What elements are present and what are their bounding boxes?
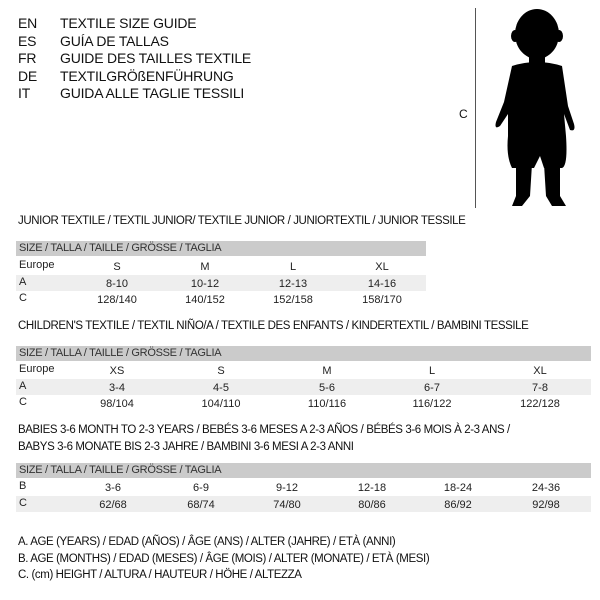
table-cell: 110/116 [307,398,347,410]
table-cell: 10-12 [190,277,220,290]
table-cell: S [113,261,121,273]
row-label: B [19,480,27,492]
table-cell: 158/170 [362,294,402,306]
table-cell: XS [109,365,125,377]
height-line [475,8,476,208]
language-title: GUÍA DE TALLAS [60,32,169,49]
row-label: A [19,379,27,392]
table-cell: 7-8 [532,381,548,394]
language-code: EN [18,15,38,31]
language-code: IT [18,85,31,101]
language-title: GUIDA ALLE TAGLIE TESSILI [60,85,245,101]
table-cell: M [200,261,210,273]
table-cell: 98/104 [100,398,134,410]
table-cell: 116/122 [412,398,452,410]
table-title: JUNIOR TEXTILE / TEXTIL JUNIOR/ TEXTILE … [18,215,466,227]
table-cell: 4-5 [213,381,229,394]
language-code: DE [18,67,38,84]
legend-note: A. AGE (YEARS) / EDAD (AÑOS) / ÂGE (ANS)… [18,536,396,548]
table-header-bar: SIZE / TALLA / TAILLE / GRÖSSE / TAGLIA [16,346,591,361]
table-title: CHILDREN'S TEXTILE / TEXTIL NIÑO/A / TEX… [18,320,529,332]
legend-note: C. (cm) HEIGHT / ALTURA / HAUTEUR / HÖHE… [18,569,302,581]
row-label: Europe [19,363,55,375]
row-shading [16,274,426,291]
row-label: C [19,396,27,408]
table-cell: M [322,365,332,377]
legend-note: B. AGE (MONTHS) / EDAD (MESES) / ÂGE (MO… [18,552,430,565]
table-cell: L [289,261,297,273]
language-code: FR [18,50,37,66]
table-cell: 3-4 [109,381,125,394]
language-code: ES [18,32,37,49]
table-cell: S [217,365,225,377]
row-label: C [19,496,27,509]
table-header-bar: SIZE / TALLA / TAILLE / GRÖSSE / TAGLIA [16,463,591,478]
table-cell: 86/92 [444,498,472,511]
row-label: A [19,275,27,288]
table-cell: 5-6 [319,381,335,394]
table-cell: 92/98 [532,498,560,511]
table-cell: 74/80 [273,498,301,511]
table-header-label: SIZE / TALLA / TAILLE / GRÖSSE / TAGLIA [19,347,222,359]
table-cell: 18-24 [443,482,473,494]
table-cell: 24-36 [531,482,561,494]
table-cell: 6-7 [424,381,440,394]
table-cell: XL [533,365,547,377]
language-title: TEXTILGRÖßENFÜHRUNG [60,67,234,84]
table-cell: 80/86 [358,498,386,511]
child-silhouette-icon [495,9,575,206]
table-header-label: SIZE / TALLA / TAILLE / GRÖSSE / TAGLIA [19,242,222,254]
table-cell: 68/74 [187,498,215,511]
table-cell: L [428,365,436,377]
height-label: C [459,107,468,121]
row-label: Europe [19,259,55,271]
table-cell: 14-16 [367,277,397,290]
table-title: BABIES 3-6 MONTH TO 2-3 YEARS / BEBÉS 3-… [18,424,510,436]
table-cell: 12-13 [278,277,308,290]
language-title: TEXTILE SIZE GUIDE [60,15,197,31]
table-cell: 12-18 [357,482,387,494]
row-label: C [19,292,27,304]
table-cell: 3-6 [105,482,121,494]
table-header-label: SIZE / TALLA / TAILLE / GRÖSSE / TAGLIA [19,464,222,476]
table-cell: 128/140 [97,294,137,306]
table-cell: 9-12 [275,482,299,494]
table-cell: 8-10 [105,277,129,290]
table-header-bar: SIZE / TALLA / TAILLE / GRÖSSE / TAGLIA [16,241,426,256]
table-cell: 6-9 [193,482,209,494]
table-title-line2: BABYS 3-6 MONATE BIS 2-3 JAHRE / BAMBINI… [18,441,354,453]
row-shading [16,378,591,395]
language-title: GUIDE DES TAILLES TEXTILE [60,50,252,66]
row-shading [16,495,591,512]
table-cell: 122/128 [520,398,560,410]
table-cell: 152/158 [273,294,313,306]
table-cell: 104/110 [201,398,241,410]
table-cell: XL [375,261,389,273]
table-cell: 140/152 [185,294,225,306]
table-cell: 62/68 [99,498,127,511]
